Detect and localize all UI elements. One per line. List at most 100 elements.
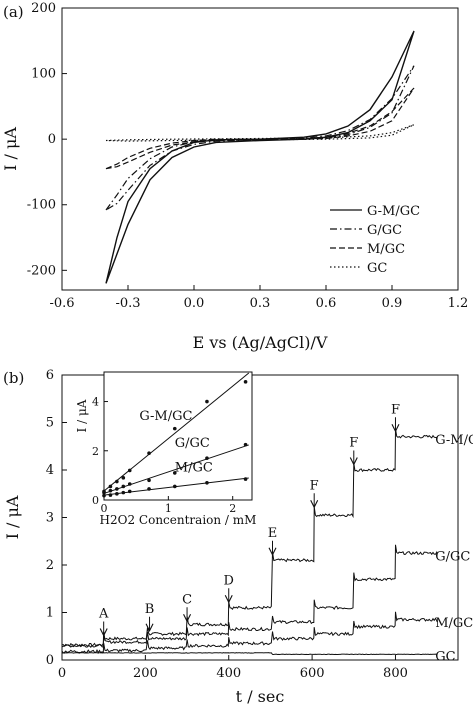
inset-curves [102,372,250,498]
inset-data-point [205,480,209,485]
inset-data-point [127,482,132,486]
inset-y-axis-label: I / μA [75,399,89,432]
injection-arrow-head [391,424,400,433]
inset-axes: 0 1 2 0 2 4 [92,396,236,515]
panel-b-y-axis: 0 1 2 3 4 5 6 [46,368,67,668]
inset-data-point [102,493,106,498]
x-tick-label: 400 [216,666,241,681]
x-tick-label: 0.0 [184,296,205,311]
inset-data-point [121,490,126,495]
y-tick-label: 3 [46,511,54,526]
panel-b-annotations: A B C D E F F F [98,402,400,637]
injection-arrow-head [99,628,108,637]
inset-data-point [172,471,177,475]
injection-arrow-head [310,500,319,509]
injection-label: A [98,607,109,622]
inset-data-point [121,476,126,480]
panel-a-y-axis: -200 -100 0 100 200 [27,1,67,278]
panel-a-curves [105,30,415,284]
panel-a-x-axis: -0.6 -0.3 0.0 0.3 0.6 0.9 1.2 [49,285,468,311]
inset-data-point [172,426,177,431]
inset-plot-frame [103,371,253,501]
inset-x-axis-label: H2O2 Concentraion / mM [100,513,257,527]
panel-b-x-axis-label: t / sec [236,687,285,706]
y-tick-label: 0 [48,132,56,147]
curve-label: GC [435,649,455,664]
injection-arrow-head [268,547,277,556]
x-tick-label: 600 [300,666,325,681]
inset-data-point [243,477,248,481]
inset-x-tick-label: 1 [165,502,172,515]
amperometric-trace-m-gc [61,611,438,654]
x-tick-label: -0.3 [115,296,140,311]
injection-label: F [349,436,358,451]
inset-curve-label: G-M/GC [139,409,192,424]
injection-arrow-head [145,623,154,632]
inset-fit-line [103,372,250,492]
y-tick-label: -100 [27,198,56,213]
amperometric-trace-g-m-gc [61,428,438,647]
injection-label: E [268,526,278,541]
cv-curve-m-gc [105,87,415,170]
cv-curve-g-gc [105,65,415,211]
y-tick-label: 100 [31,67,56,82]
x-tick-label: 0.9 [382,296,403,311]
x-tick-label: 0.6 [316,296,337,311]
inset-curve-label: G/GC [175,436,210,451]
panel-b-label: (b) [3,369,24,387]
injection-arrow-head [183,614,192,623]
inset-x-tick-label: 0 [101,502,108,515]
panel-a-y-axis-label: I / μA [1,127,20,171]
y-tick-label: 2 [46,558,54,573]
panel-b-x-axis: 0 200 400 600 800 [58,655,408,681]
y-tick-label: 200 [31,1,56,16]
curve-label: G-M/GC [435,433,473,448]
legend-entry: GC [367,261,387,276]
inset-y-tick-label: 2 [92,445,99,458]
x-tick-label: 800 [383,666,408,681]
x-tick-label: -0.6 [49,296,74,311]
legend-entry: G-M/GC [367,204,420,219]
inset-data-point [115,492,119,496]
cv-curve-g-m-gc [105,30,415,284]
x-tick-label: 200 [133,666,158,681]
y-tick-label: 4 [46,463,54,478]
y-tick-label: 1 [46,606,54,621]
legend-entry: M/GC [367,242,405,257]
inset-data-point [147,451,151,456]
y-tick-label: 0 [46,653,54,668]
inset-y-tick-label: 4 [92,396,99,409]
inset-data-point [205,399,209,404]
inset-x-tick-label: 2 [229,502,236,515]
inset-y-tick-label: 0 [92,494,99,507]
inset-data-point [115,487,119,491]
inset-data-point [205,456,209,460]
inset-curve-labels: G-M/GC G/GC M/GC [139,409,212,476]
inset-data-point [147,478,151,483]
inset-data-point [127,489,132,494]
inset-data-point [243,380,248,384]
injection-arrow-head [224,595,233,604]
amperometric-trace-g-gc [61,544,438,648]
curve-label: G/GC [435,550,470,565]
inset-data-point [102,490,106,495]
legend-entry: G/GC [367,223,402,238]
inset-data-point [108,484,113,489]
panel-a-legend: G-M/GC G/GC M/GC GC [330,204,420,276]
inset-fit-line [103,444,249,494]
panel-b-curves [61,428,438,656]
y-tick-label: 5 [46,416,54,431]
amperometric-trace-gc [62,652,438,656]
inset-data-point [121,484,126,489]
injection-label: C [182,592,192,607]
panel-b-inset-chart: 0 1 2 0 2 4 G-M/GC G/GC M/GC H2O2 Concentraion … [75,371,257,527]
inset-data-point [115,479,119,484]
y-tick-label: 6 [46,368,54,383]
injection-label: B [145,602,155,617]
x-tick-label: 0.3 [250,296,271,311]
curve-label: M/GC [435,616,473,631]
injection-label: F [310,478,319,493]
x-tick-label: 1.2 [448,296,469,311]
injection-label: D [224,573,234,588]
